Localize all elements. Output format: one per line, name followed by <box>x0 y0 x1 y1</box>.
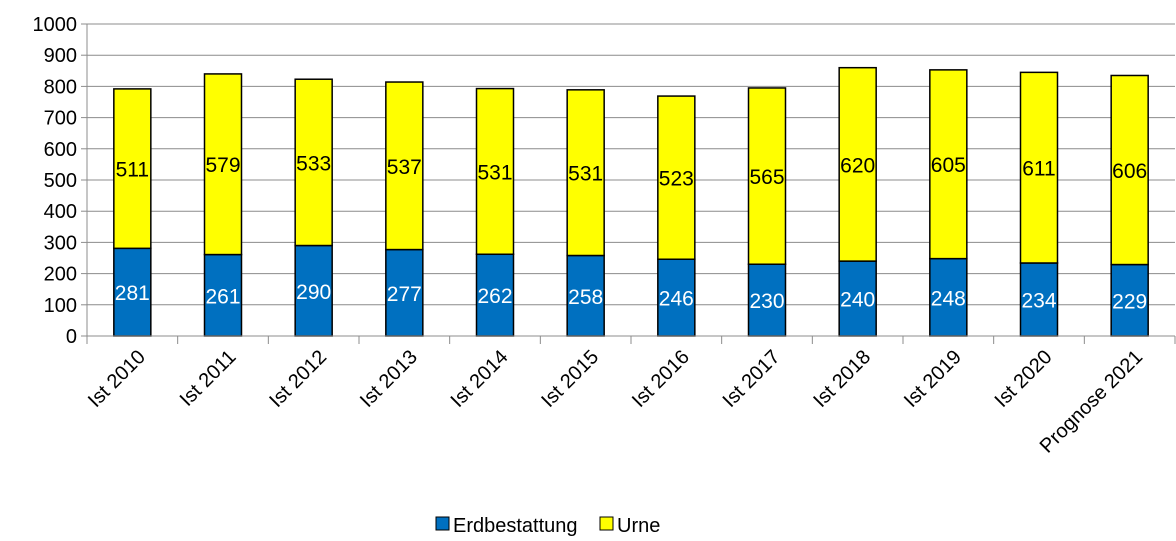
y-tick-label: 700 <box>44 108 77 130</box>
y-tick-label: 0 <box>66 326 77 348</box>
bar-segment-urne <box>657 95 696 260</box>
legend-swatch-erdbestattung <box>435 516 450 531</box>
y-tick-label: 600 <box>44 139 77 161</box>
y-axis-tick-labels: 0 100 200 300 400 500 600 700 800 900 1000 <box>33 14 78 348</box>
grid-lines <box>87 23 1175 306</box>
x-tick-label: Ist 2018 <box>809 346 875 412</box>
bar-segment-urne <box>385 81 424 251</box>
data-label: 537 <box>387 156 422 179</box>
bars <box>113 66 1149 337</box>
bar-segment-urne <box>1019 71 1059 264</box>
x-tick-label: Ist 2013 <box>356 346 422 412</box>
bar-segment-urne <box>203 73 243 256</box>
bar-segment-urne <box>113 88 152 250</box>
x-tick-label: Ist 2019 <box>900 346 966 412</box>
data-label: 531 <box>477 161 512 184</box>
y-tick-label: 400 <box>44 201 77 223</box>
axes <box>81 23 1176 344</box>
data-label: 229 <box>1112 290 1147 313</box>
data-label: 620 <box>840 154 875 177</box>
x-axis-tick-labels: Ist 2010 Ist 2011 Ist 2012 Ist 2013 Ist 2014… <box>84 346 1147 457</box>
data-label: 611 <box>1022 158 1055 181</box>
data-label: 240 <box>840 289 875 312</box>
bar-segment-urne <box>566 89 605 257</box>
bar-segment-urne <box>1110 74 1149 266</box>
data-label: 281 <box>115 282 150 305</box>
legend-swatch-urne <box>599 516 614 531</box>
bar-segment-erdbestattung <box>294 244 333 337</box>
y-tick-label: 900 <box>44 45 77 67</box>
data-label: 258 <box>568 286 603 309</box>
y-tick-label: 800 <box>44 76 77 98</box>
data-label: 290 <box>296 281 331 304</box>
x-tick-label: Ist 2014 <box>447 346 513 412</box>
bar-segment-urne <box>475 87 515 256</box>
bar-segment-erdbestattung <box>385 248 424 337</box>
data-label: 277 <box>387 283 422 306</box>
y-tick-label: 1000 <box>33 14 78 36</box>
x-tick-label: Ist 2017 <box>719 346 785 412</box>
bar-segment-urne <box>929 69 968 260</box>
bar-segment-erdbestattung <box>657 258 696 337</box>
data-label: 523 <box>659 168 694 191</box>
data-label: 511 <box>116 159 149 182</box>
bar-segment-urne <box>747 87 787 265</box>
data-label: 606 <box>1112 160 1147 183</box>
bar-segment-urne <box>294 78 333 247</box>
data-label: 246 <box>659 288 694 311</box>
x-tick-label: Ist 2016 <box>628 346 694 412</box>
data-label: 533 <box>296 152 331 175</box>
y-tick-label: 500 <box>44 170 77 192</box>
y-tick-label: 100 <box>44 295 77 317</box>
y-tick-label: 300 <box>44 232 77 254</box>
data-label: 230 <box>749 290 784 313</box>
data-label: 261 <box>205 285 240 308</box>
x-tick-label: Ist 2020 <box>991 346 1057 412</box>
legend-label: Erdbestattung <box>453 515 578 537</box>
data-label: 565 <box>749 166 784 189</box>
data-label: 262 <box>477 285 512 308</box>
data-label: 579 <box>205 154 240 177</box>
x-tick-label: Ist 2010 <box>84 346 150 412</box>
legend: Erdbestattung Urne <box>435 515 660 537</box>
bar-segment-urne <box>838 66 877 262</box>
y-tick-label: 200 <box>44 264 77 286</box>
x-tick-label: Ist 2012 <box>265 346 331 412</box>
data-label: 531 <box>568 163 603 186</box>
data-label: 248 <box>931 287 966 310</box>
x-tick-label: Ist 2011 <box>176 346 241 411</box>
data-label: 605 <box>931 154 966 177</box>
bar-segment-erdbestattung <box>475 253 515 337</box>
x-tick-label: Ist 2015 <box>537 346 603 412</box>
data-labels: 281 511 261 579 290 533 277 537 262 531 258 531 246 5… <box>115 152 1147 313</box>
legend-label: Urne <box>617 515 660 537</box>
data-label: 234 <box>1021 289 1056 312</box>
